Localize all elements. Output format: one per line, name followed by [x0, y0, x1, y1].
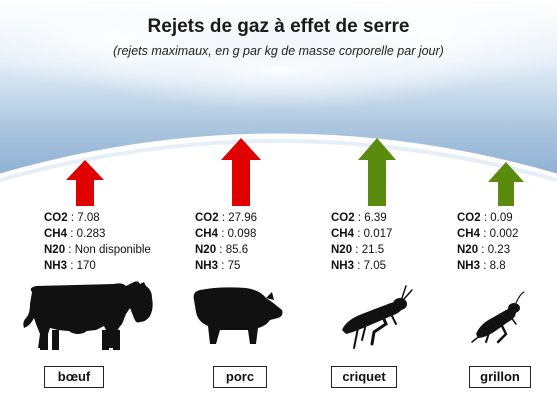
- gas-label: N20: [195, 244, 217, 256]
- stat-value: 0.098: [227, 228, 257, 240]
- emission-arrow-boeuf: [66, 160, 104, 206]
- stat-co2: CO2 : 0.09: [457, 212, 513, 224]
- stat-n20: N20 : Non disponible: [44, 244, 151, 256]
- gas-label: NH3: [457, 260, 481, 272]
- emission-stats-grillon: CO2 : 0.09 CH4 : 0.002 N20 : 0.23 NH3 : …: [457, 210, 518, 274]
- stat-nh3: NH3 : 170: [44, 260, 96, 272]
- stat-co2: CO2 : 7.08: [44, 212, 100, 224]
- gas-label: NH3: [195, 260, 219, 272]
- gas-label: CH4: [44, 228, 68, 240]
- arrow-shape: [221, 138, 261, 206]
- emission-arrow-porc: [221, 138, 261, 206]
- stat-n20: N20 : 21.5: [331, 244, 385, 256]
- stat-value: 0.283: [76, 228, 106, 240]
- gas-label: N20: [331, 244, 353, 256]
- arrow-shape: [358, 138, 396, 206]
- chart-subtitle: (rejets maximaux, en g par kg de masse c…: [113, 44, 444, 58]
- gas-label: CO2: [457, 212, 481, 224]
- pig-icon: [193, 287, 283, 344]
- gas-label: CH4: [457, 228, 481, 240]
- arrow-shape: [66, 160, 104, 206]
- stat-nh3: NH3 : 75: [195, 260, 241, 272]
- gas-label: CH4: [331, 228, 355, 240]
- gas-label: NH3: [331, 260, 355, 272]
- stat-ch4: CH4 : 0.098: [195, 228, 257, 240]
- stat-value: 0.23: [487, 244, 511, 256]
- stat-value: 8.8: [489, 260, 506, 272]
- grasshopper-icon: [342, 285, 413, 349]
- animal-label-grillon: grillon: [469, 366, 531, 388]
- stat-value: 0.017: [363, 228, 393, 240]
- animal-label-criquet: criquet: [331, 366, 397, 388]
- stat-nh3: NH3 : 7.05: [331, 260, 386, 272]
- gas-label: CO2: [331, 212, 355, 224]
- stat-co2: CO2 : 6.39: [331, 212, 387, 224]
- stat-nh3: NH3 : 8.8: [457, 260, 506, 272]
- arrow-shape: [488, 162, 524, 206]
- stat-co2: CO2 : 27.96: [195, 212, 258, 224]
- emission-arrow-criquet: [358, 138, 396, 206]
- gas-label: CH4: [195, 228, 219, 240]
- stat-value: 0.09: [490, 212, 513, 224]
- gas-label: CO2: [195, 212, 219, 224]
- stat-value: Non disponible: [74, 244, 151, 256]
- gas-label: N20: [457, 244, 479, 256]
- stat-n20: N20 : 0.23: [457, 244, 511, 256]
- stat-ch4: CH4 : 0.283: [44, 228, 106, 240]
- stat-value: 0.002: [489, 228, 519, 240]
- cow-icon: [23, 281, 153, 350]
- stat-value: 27.96: [228, 212, 258, 224]
- emission-arrow-grillon: [488, 162, 524, 206]
- stat-value: 85.6: [225, 244, 249, 256]
- stat-value: 7.08: [77, 212, 100, 224]
- chart-title: Rejets de gaz à effet de serre: [147, 16, 410, 37]
- cricket-icon: [471, 291, 525, 344]
- gas-label: N20: [44, 244, 66, 256]
- stat-value: 75: [227, 260, 241, 272]
- gas-label: NH3: [44, 260, 68, 272]
- stat-value: 7.05: [363, 260, 386, 272]
- emission-stats-boeuf: CO2 : 7.08 CH4 : 0.283 N20 : Non disponi…: [44, 210, 151, 274]
- animal-label-boeuf: bœuf: [44, 366, 104, 388]
- emission-stats-criquet: CO2 : 6.39 CH4 : 0.017 N20 : 21.5 NH3 : …: [331, 210, 392, 274]
- emission-stats-porc: CO2 : 27.96 CH4 : 0.098 N20 : 85.6 NH3 :…: [195, 210, 257, 274]
- stat-value: 21.5: [361, 244, 385, 256]
- stat-value: 170: [76, 260, 96, 272]
- stat-n20: N20 : 85.6: [195, 244, 249, 256]
- gas-label: CO2: [44, 212, 68, 224]
- stat-ch4: CH4 : 0.002: [457, 228, 519, 240]
- stat-ch4: CH4 : 0.017: [331, 228, 393, 240]
- animal-label-porc: porc: [213, 366, 267, 388]
- stat-value: 6.39: [364, 212, 387, 224]
